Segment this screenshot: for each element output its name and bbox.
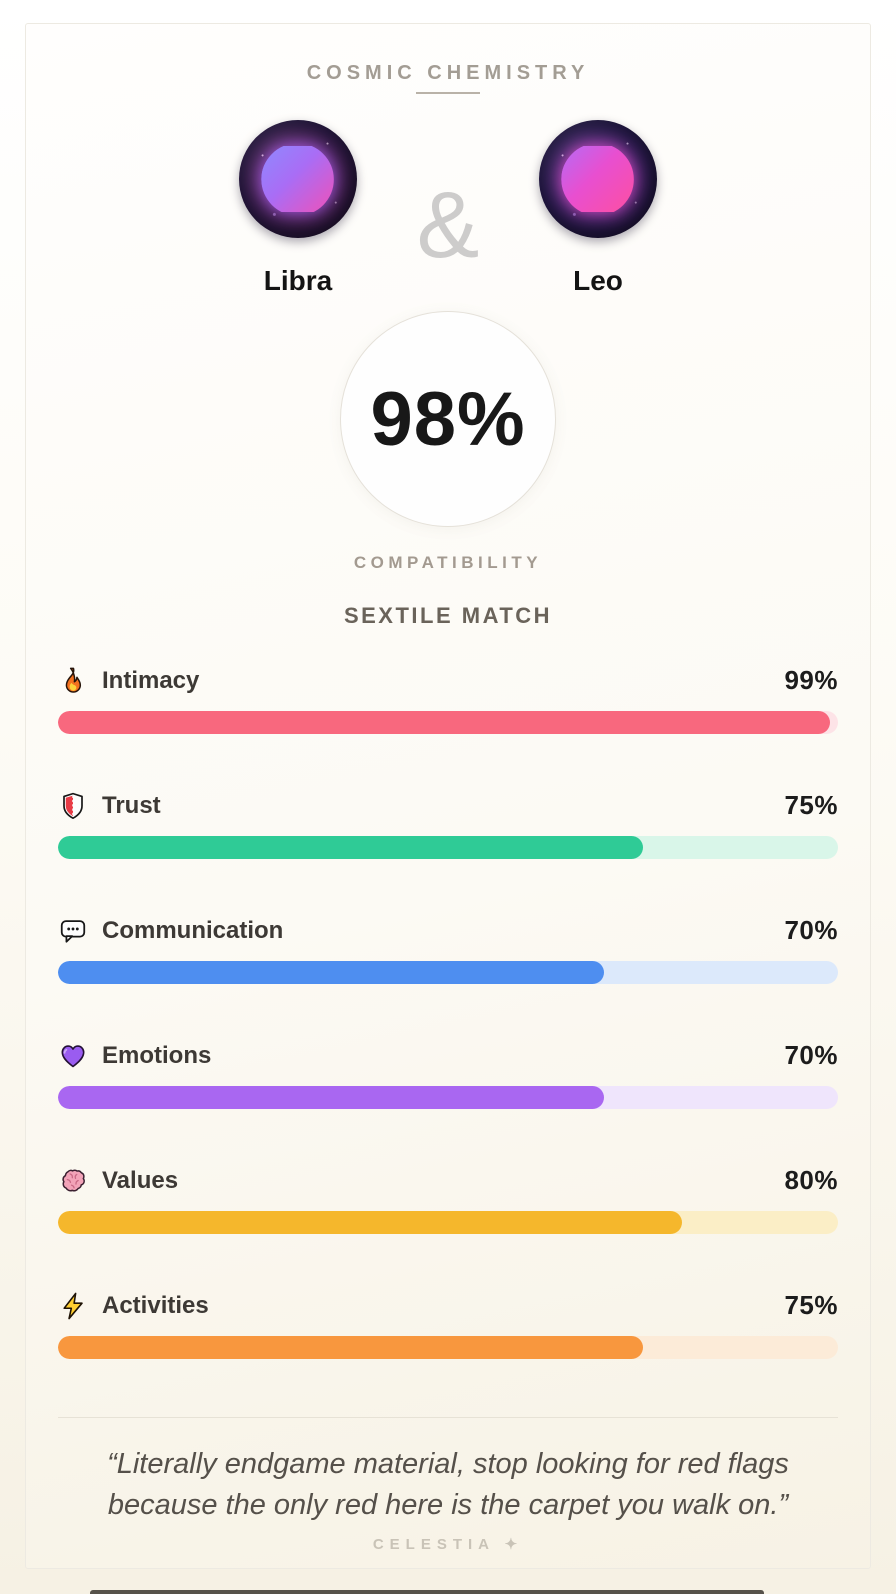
left-sign-name: Libra <box>263 265 333 296</box>
stat-value: 75% <box>784 1290 838 1320</box>
leo-symbol: ♌ <box>556 142 640 216</box>
brand-watermark: CELESTIA ✦ <box>373 1535 523 1553</box>
zodiac-pair: ♎ Libra & ♌ Leo <box>216 120 680 297</box>
stat-value: 70% <box>784 1040 838 1070</box>
stat-bar-fill <box>58 1086 604 1109</box>
compatibility-caption: COMPATIBILITY <box>353 553 543 572</box>
stat-bar-fill <box>58 1211 682 1234</box>
stat-row-communication: Communication 70% <box>58 915 838 984</box>
stat-label: Values <box>102 1166 179 1194</box>
stat-bar-track <box>58 1211 838 1234</box>
match-type-label: SEXTILE MATCH <box>343 603 553 628</box>
stat-value: 80% <box>784 1165 838 1195</box>
purple-heart-icon <box>58 1041 88 1071</box>
compatibility-score-circle: 98% <box>340 311 556 527</box>
stat-value: 99% <box>784 665 838 695</box>
stat-label: Emotions <box>102 1041 212 1069</box>
stat-label: Intimacy <box>102 666 200 694</box>
libra-symbol: ♎ <box>256 142 340 216</box>
stat-bar-fill <box>58 961 604 984</box>
brand-name: CELESTIA <box>372 1536 495 1553</box>
stat-label: Trust <box>102 791 161 819</box>
stat-row-intimacy: Intimacy 99% <box>58 665 838 734</box>
bottom-edge-strip <box>90 1590 764 1594</box>
stats-list: Intimacy 99% Trust 75% <box>58 665 838 1415</box>
stat-bar-track <box>58 1086 838 1109</box>
stat-row-activities: Activities 75% <box>58 1290 838 1359</box>
leo-zodiac-icon: ♌ <box>539 120 657 238</box>
brain-icon <box>58 1166 88 1196</box>
compatibility-score: 98% <box>370 376 526 462</box>
page-title: COSMIC CHEMISTRY <box>306 62 590 84</box>
stat-value: 70% <box>784 915 838 945</box>
stat-bar-track <box>58 711 838 734</box>
stat-bar-track <box>58 836 838 859</box>
stat-label: Activities <box>102 1291 209 1319</box>
stat-row-emotions: Emotions 70% <box>58 1040 838 1109</box>
stat-bar-track <box>58 1336 838 1359</box>
speech-bubble-icon <box>58 916 88 946</box>
stat-row-trust: Trust 75% <box>58 790 838 859</box>
lightning-icon <box>58 1291 88 1321</box>
shield-icon <box>58 791 88 821</box>
fire-icon <box>58 666 88 696</box>
stat-bar-fill <box>58 836 643 859</box>
zodiac-left: ♎ Libra <box>216 120 380 297</box>
libra-zodiac-icon: ♎ <box>239 120 357 238</box>
sparkle-icon: ✦ <box>504 1536 524 1553</box>
compatibility-quote: “Literally endgame material, stop lookin… <box>107 1448 789 1521</box>
stat-bar-fill <box>58 1336 643 1359</box>
title-underline <box>416 92 480 94</box>
zodiac-right: ♌ Leo <box>516 120 680 297</box>
ampersand-separator: & <box>416 172 480 277</box>
compatibility-card: COSMIC CHEMISTRY ♎ Libra & ♌ Leo 98% COM… <box>25 23 871 1569</box>
quote-divider <box>58 1417 838 1418</box>
stat-row-values: Values 80% <box>58 1165 838 1234</box>
right-sign-name: Leo <box>573 265 623 296</box>
stat-bar-track <box>58 961 838 984</box>
stat-value: 75% <box>784 790 838 820</box>
stat-label: Communication <box>102 916 284 944</box>
stat-bar-fill <box>58 711 831 734</box>
